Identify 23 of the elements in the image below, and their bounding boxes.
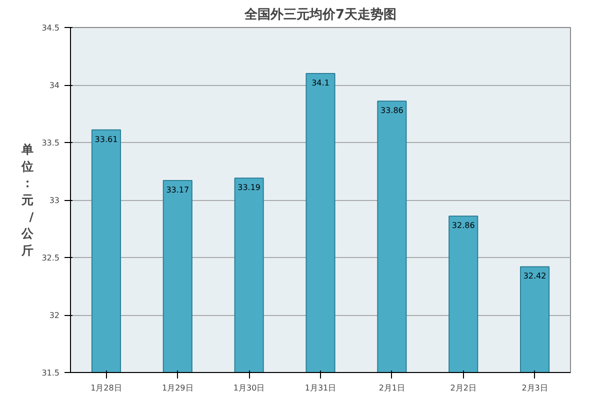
data-label: 34.1 [312,78,330,88]
x-tick-label: 1月28日 [90,384,122,392]
y-tick-label: 33 [49,196,60,205]
x-tick-label: 1月29日 [162,384,194,392]
chart-title: 全国外三元均价7天走势图 [243,6,397,22]
y-tick-label: 33.5 [42,138,60,148]
x-tick-label: 2月1日 [378,384,406,392]
y-tick-label: 34 [49,81,60,90]
y-tick-label: 32 [49,311,60,320]
data-label: 33.86 [380,106,404,116]
y-tick-label: 31.5 [42,368,60,378]
y-tick-label: 32.5 [42,254,60,262]
data-label: 33.19 [238,183,261,192]
data-label: 33.17 [166,185,190,194]
data-label: 33.61 [94,134,118,144]
x-tick-label: 2月2日 [450,384,476,392]
data-label: 32.42 [523,272,546,281]
data-label: 32.86 [452,221,475,230]
x-tick-label: 2月3日 [522,384,548,392]
y-tick-label: 34.5 [42,24,60,32]
y-axis-title: 单位：元/公斤 [20,142,35,258]
x-tick-label: 1月31日 [304,384,336,392]
x-tick-label: 1月30日 [233,384,265,392]
